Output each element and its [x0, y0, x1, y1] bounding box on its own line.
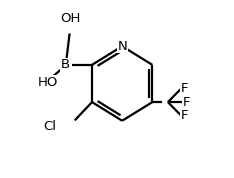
Text: F: F — [181, 82, 188, 96]
Text: B: B — [61, 58, 70, 71]
Text: N: N — [117, 40, 127, 53]
Text: F: F — [183, 96, 190, 109]
Text: HO: HO — [38, 76, 58, 89]
Text: F: F — [181, 109, 188, 122]
Text: Cl: Cl — [43, 121, 56, 134]
Text: OH: OH — [60, 12, 80, 25]
